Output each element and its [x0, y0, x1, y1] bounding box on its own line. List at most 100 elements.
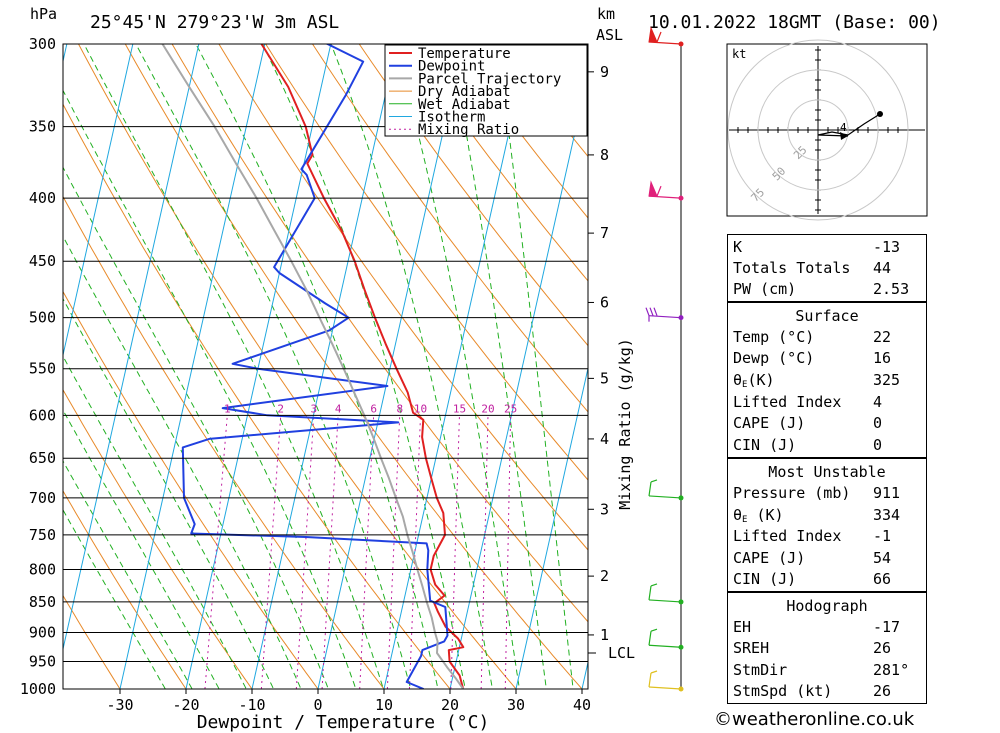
dry-adiabat-line [63, 103, 451, 689]
dry-adiabat-line [405, 44, 588, 282]
mixing-ratio-line [408, 415, 422, 689]
mixing-ratio-line [386, 415, 401, 689]
index-row: CIN (J) 0 [733, 436, 883, 454]
pressure-unit-label: hPa [30, 5, 57, 23]
mixing-ratio-label: 8 [396, 402, 403, 415]
pressure-tick-label: 750 [29, 526, 56, 544]
index-row: Temp (°C) 22 [733, 328, 892, 346]
legend-entry: Temperature [418, 46, 511, 62]
index-row: Lifted Index -1 [733, 527, 892, 545]
isotherm-line [119, 44, 266, 689]
mixing-ratio-lines [204, 415, 512, 689]
pressure-tick-label: 550 [29, 360, 56, 378]
legend-entry: Isotherm [418, 110, 485, 126]
km-tick-label: 3 [600, 500, 609, 518]
index-row: SREH 26 [733, 639, 892, 657]
pressure-tick-label: 450 [29, 252, 56, 270]
wind-barb [648, 180, 684, 201]
temperature-tick-label: 0 [313, 696, 322, 714]
isotherm-line [581, 659, 588, 689]
isotherm-line [0, 7, 9, 715]
index-row: StmDir 281° [733, 661, 910, 679]
mixing-ratio-line [204, 415, 228, 689]
datetime-label: 10.01.2022 18GMT (Base: 00) [648, 12, 941, 33]
legend-entry: Mixing Ratio [418, 122, 519, 138]
wet-adiabat-line [262, 44, 466, 689]
hodograph-point-label: 4 [840, 121, 847, 134]
mixing-ratio-label: 4 [335, 402, 342, 415]
index-row: Pressure (mb) 911 [733, 484, 901, 502]
wet-adiabat-line [135, 44, 412, 689]
parcel-trajectory-series [161, 44, 465, 689]
surface-box: Surface Temp (°C) 22 Dewp (°C) 16 θE(K) 325… [727, 302, 927, 458]
mixing-ratio-labels: 1 2 3 4 6 8 10 15 20 25 [224, 402, 517, 415]
temperature-tick-label: 40 [573, 696, 591, 714]
wind-barb [648, 479, 684, 501]
temperature-tick-label: -10 [238, 696, 265, 714]
mixing-ratio-line [450, 415, 460, 689]
copyright-label: ©weatheronline.co.uk [714, 709, 915, 730]
storm-motion-arrowhead [840, 132, 848, 140]
wet-adiabat-line [393, 44, 520, 689]
wind-barb [648, 583, 684, 605]
dry-adiabat-line [63, 388, 253, 689]
km-tick-label: 8 [600, 146, 609, 164]
index-row: Dewp (°C) 16 [733, 349, 892, 367]
mixing-ratio-label: 20 [481, 402, 494, 415]
index-row: CAPE (J) 54 [733, 549, 892, 567]
hodograph-point [877, 111, 883, 117]
most-unstable-title: Most Unstable [768, 463, 886, 481]
pressure-tick-label: 350 [29, 118, 56, 136]
dry-adiabat-line [931, 7, 1000, 715]
wind-barb [645, 307, 684, 322]
temperature-tick-label: -30 [106, 696, 133, 714]
mixing-ratio-line [359, 415, 375, 689]
temperature-tick-label: 30 [507, 696, 525, 714]
mixing-ratio-axis-label: Mixing Ratio (g/kg) [616, 338, 634, 510]
dry-adiabat-line [77, 44, 517, 689]
wet-adiabat-line [63, 89, 357, 689]
x-axis-label: Dewpoint / Temperature (°C) [197, 712, 490, 733]
legend-entry: Dry Adiabat [418, 84, 511, 100]
pressure-tick-label: 950 [29, 653, 56, 671]
mixing-ratio-label: 2 [277, 402, 284, 415]
km-tick-label: 2 [600, 567, 609, 585]
index-row: PW (cm) 2.53 [733, 280, 910, 298]
dry-adiabat-line [124, 44, 583, 689]
wet-adiabat-line [63, 235, 302, 689]
legend-box [384, 44, 588, 137]
most-unstable-box: Most Unstable Pressure (mb) 911 θE (K) 334… [727, 458, 927, 592]
temperature-tick-label: -20 [172, 696, 199, 714]
wet-adiabat-line [496, 44, 574, 689]
wind-barb [648, 670, 684, 692]
mixing-ratio-line [321, 415, 339, 689]
hodograph-title: Hodograph [786, 597, 868, 615]
wet-adiabat-line [63, 166, 329, 689]
dry-adiabat-line [311, 44, 588, 413]
wind-barb [648, 628, 684, 650]
pressure-tick-label: 1000 [20, 680, 56, 698]
mixing-ratio-label: 1 [224, 402, 231, 415]
pressure-tick-label: 600 [29, 406, 56, 424]
km-tick-label: 7 [600, 224, 609, 242]
mixing-ratio-label: 6 [370, 402, 377, 415]
mixing-ratio-label: 10 [414, 402, 427, 415]
lcl-label: LCL [608, 644, 635, 662]
isotherm-line [185, 44, 332, 689]
pressure-tick-label: 800 [29, 560, 56, 578]
index-row: CAPE (J) 0 [733, 414, 883, 432]
isotherm-line [251, 44, 398, 689]
km-tick-label: 5 [600, 369, 609, 387]
temperature-tick-labels: -30 -20 -10 0 10 20 30 40 [106, 689, 591, 714]
km-tick-label: 1 [600, 626, 609, 644]
index-row: StmSpd (kt) 26 [733, 682, 892, 700]
km-label: km [597, 5, 615, 23]
index-row: Totals Totals 44 [733, 259, 892, 277]
pressure-tick-label: 900 [29, 624, 56, 642]
index-row: EH -17 [733, 618, 901, 636]
mixing-ratio-line [295, 415, 315, 689]
hodograph-ring [727, 39, 909, 221]
temperature-tick-label: 10 [375, 696, 393, 714]
